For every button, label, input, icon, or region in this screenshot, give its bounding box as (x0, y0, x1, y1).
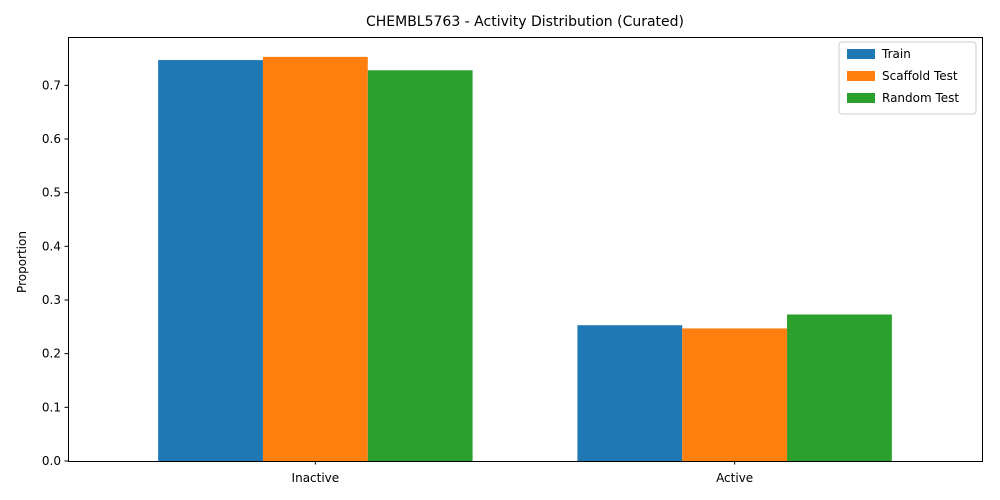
legend-label-train: Train (881, 47, 911, 61)
legend-swatch-train (847, 49, 875, 59)
legend-label-scaffold-test: Scaffold Test (882, 69, 958, 83)
plot-frame (68, 37, 983, 462)
chart-title: CHEMBL5763 - Activity Distribution (Cura… (366, 14, 684, 30)
plot-area (158, 56, 892, 462)
legend-swatch-scaffold-test (847, 71, 875, 81)
y-tick-label: 0.5 (42, 186, 61, 200)
y-tick-label: 0.2 (42, 347, 61, 361)
y-tick-label: 0.0 (42, 454, 61, 468)
x-axis: Inactive Active (292, 461, 753, 485)
bar-scaffold-test-inactive (262, 56, 368, 462)
y-tick-label: 0.3 (42, 293, 61, 307)
y-axis: 0.0 0.1 0.2 0.3 0.4 0.5 0.6 0.7 (42, 78, 68, 468)
legend: Train Scaffold Test Random Test (838, 41, 977, 115)
bar-train-active (577, 325, 683, 461)
bar-random-test-inactive (367, 70, 473, 462)
y-axis-label: Proportion (15, 231, 29, 293)
y-tick-label: 0.7 (42, 78, 61, 92)
y-tick-label: 0.4 (42, 239, 61, 253)
x-tick-label-inactive: Inactive (292, 471, 340, 485)
y-tick-label: 0.6 (42, 132, 61, 146)
legend-label-random-test: Random Test (882, 91, 959, 105)
bar-train-inactive (158, 60, 263, 461)
legend-swatch-random-test (847, 93, 875, 103)
y-tick-label: 0.1 (42, 400, 61, 414)
bar-scaffold-test-active (682, 328, 788, 461)
bar-random-test-active (787, 314, 892, 461)
x-tick-label-active: Active (716, 471, 753, 485)
